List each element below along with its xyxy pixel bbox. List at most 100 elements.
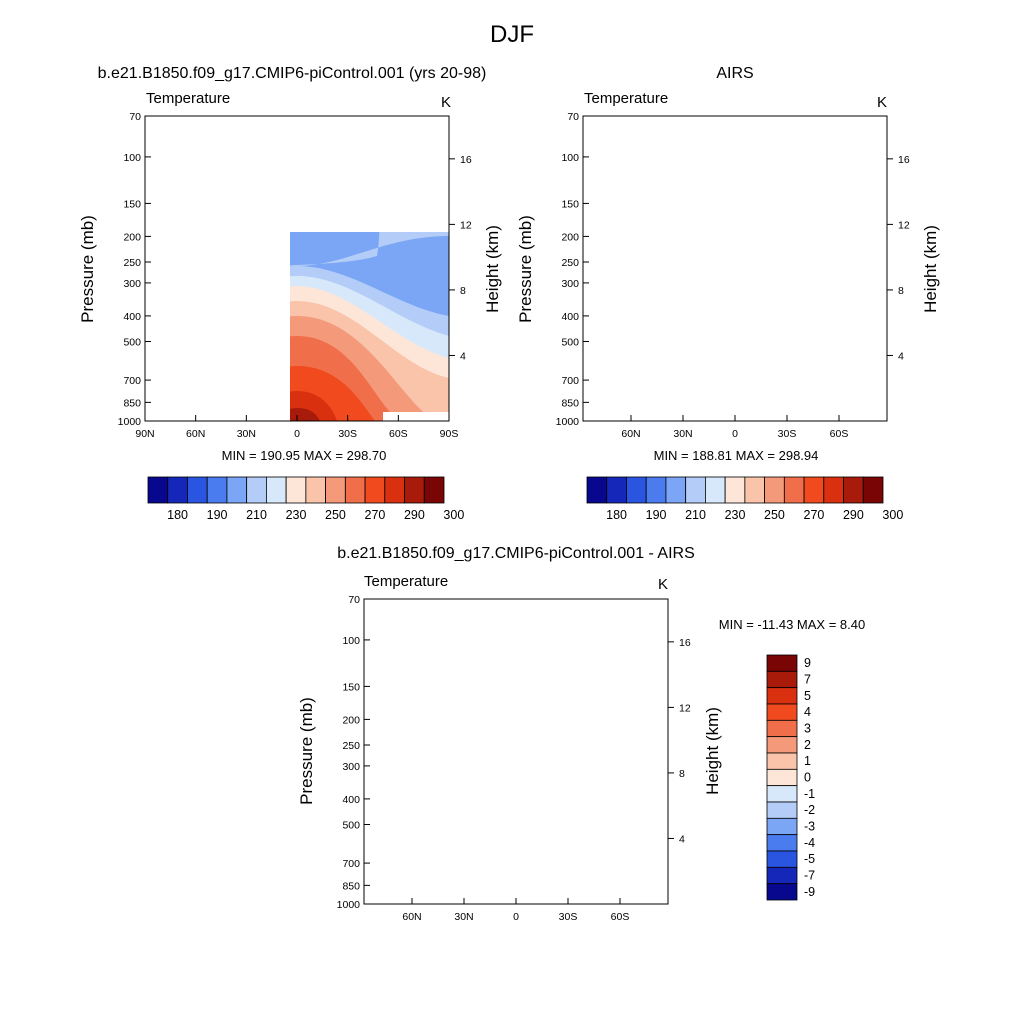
y2-tick-label: 12: [460, 219, 472, 231]
x-tick-label: 30N: [237, 428, 256, 440]
contour-field: [364, 599, 668, 904]
colorbar: 180 190 210 230 250 270 290 300: [147, 476, 464, 522]
colorbar-label: 180: [606, 508, 627, 522]
y-tick-label: 400: [342, 794, 360, 806]
panel-left-label: Temperature: [584, 90, 668, 107]
colorbar-box: [724, 476, 746, 504]
y2-tick-label: 8: [460, 285, 466, 297]
y2-axis: 4 8 12 16: [668, 637, 691, 845]
colorbar-label: 230: [725, 508, 746, 522]
colorbar-label: 7: [804, 673, 811, 687]
y-tick-label: 400: [123, 311, 141, 323]
colorbar-label: 300: [882, 508, 903, 522]
y-tick-label: 200: [561, 231, 579, 243]
y2-tick-label: 4: [898, 350, 904, 362]
colorbar-label: 210: [246, 508, 267, 522]
y-tick-label: 200: [123, 231, 141, 243]
x-tick-label: 0: [513, 911, 519, 923]
colorbar-box: [586, 476, 608, 504]
x-tick-label: 30S: [338, 428, 357, 440]
panel-left-label: Temperature: [364, 573, 448, 590]
panel-model: b.e21.B1850.f09_g17.CMIP6-piControl.001 …: [78, 65, 502, 522]
colorbar-label: 230: [286, 508, 307, 522]
colorbar-box: [766, 801, 798, 819]
colorbar-box: [766, 785, 798, 803]
y-tick-label: 1000: [118, 416, 142, 428]
colorbar-label: 190: [646, 508, 667, 522]
y-tick-label: 150: [342, 681, 360, 693]
panel-title: b.e21.B1850.f09_g17.CMIP6-piControl.001 …: [98, 65, 487, 82]
colorbar-box: [665, 476, 687, 504]
figure-title: DJF: [490, 21, 534, 48]
colorbar-label: 2: [804, 738, 811, 752]
y-axis: 70 100 150 200 250 300 400 500 700 850 1000: [118, 111, 151, 428]
colorbar-box: [285, 476, 307, 504]
y2-tick-label: 16: [898, 154, 910, 166]
y2-tick-label: 8: [898, 285, 904, 297]
x-tick-label: 60S: [611, 911, 630, 923]
y-tick-label: 70: [567, 111, 579, 123]
colorbar-label: 180: [167, 508, 188, 522]
y-tick-label: 70: [348, 594, 360, 606]
panel-title: b.e21.B1850.f09_g17.CMIP6-piControl.001 …: [337, 545, 695, 562]
y2-tick-label: 16: [460, 154, 472, 166]
y-tick-label: 250: [342, 740, 360, 752]
y2-tick-label: 8: [679, 768, 685, 780]
colorbar-label: 210: [685, 508, 706, 522]
colorbar-box: [764, 476, 785, 504]
y2-tick-label: 12: [679, 702, 691, 714]
colorbar-box: [705, 476, 726, 504]
colorbar-box: [147, 476, 169, 504]
colorbar-box: [167, 476, 188, 504]
panel-stats: MIN = 190.95 MAX = 298.70: [222, 448, 387, 463]
x-tick-label: 60S: [389, 428, 408, 440]
colorbar-box: [766, 670, 798, 689]
colorbar-label: 5: [804, 689, 811, 703]
colorbar-box: [246, 476, 267, 504]
y-axis-title: Pressure (mb): [516, 215, 535, 323]
colorbar-box: [325, 476, 346, 504]
colorbar-label: 0: [804, 771, 811, 785]
y-tick-label: 250: [561, 257, 579, 269]
y2-axis: 4 8 12 16: [887, 154, 910, 362]
colorbar-label: 250: [764, 508, 785, 522]
colorbar-box: [265, 476, 287, 504]
colorbar-box: [783, 476, 805, 504]
colorbar-box: [766, 654, 798, 672]
y-tick-label: 100: [123, 152, 141, 164]
y-tick-label: 500: [561, 337, 579, 349]
colorbar-label: -1: [804, 787, 815, 801]
y-tick-label: 1000: [337, 899, 361, 911]
colorbar-box: [766, 768, 798, 787]
colorbar-box: [344, 476, 366, 504]
colorbar-box: [226, 476, 248, 504]
colorbar-label: 190: [207, 508, 228, 522]
x-tick-label: 60N: [621, 428, 640, 440]
colorbar: 9 7 5 4 3 2 1 0 -1 -2 -3 -4 -5 -7 -9: [766, 654, 815, 901]
y2-axis-title: Height (km): [703, 707, 722, 795]
y-tick-label: 70: [129, 111, 141, 123]
y-tick-label: 150: [561, 198, 579, 210]
x-tick-label: 0: [732, 428, 738, 440]
y-tick-label: 250: [123, 257, 141, 269]
colorbar-label: -5: [804, 852, 815, 866]
y-tick-label: 850: [561, 397, 579, 409]
panel-title: AIRS: [716, 65, 753, 82]
y-axis-title: Pressure (mb): [78, 215, 97, 323]
colorbar-box: [626, 476, 647, 504]
colorbar-box: [606, 476, 627, 504]
colorbar-box: [766, 736, 798, 754]
y-tick-label: 850: [123, 397, 141, 409]
y2-axis: 4 8 12 16: [449, 154, 472, 362]
y2-tick-label: 16: [679, 637, 691, 649]
y-tick-label: 500: [342, 820, 360, 832]
y-tick-label: 1000: [556, 416, 580, 428]
y-tick-label: 300: [561, 278, 579, 290]
colorbar-label: 270: [804, 508, 825, 522]
contour-field: [290, 232, 449, 421]
y-tick-label: 850: [342, 880, 360, 892]
colorbar-label: -2: [804, 803, 815, 817]
y2-tick-label: 4: [679, 833, 685, 845]
contour-field: [583, 116, 887, 421]
x-axis: 60N 30N 0 30S 60S: [402, 898, 629, 923]
